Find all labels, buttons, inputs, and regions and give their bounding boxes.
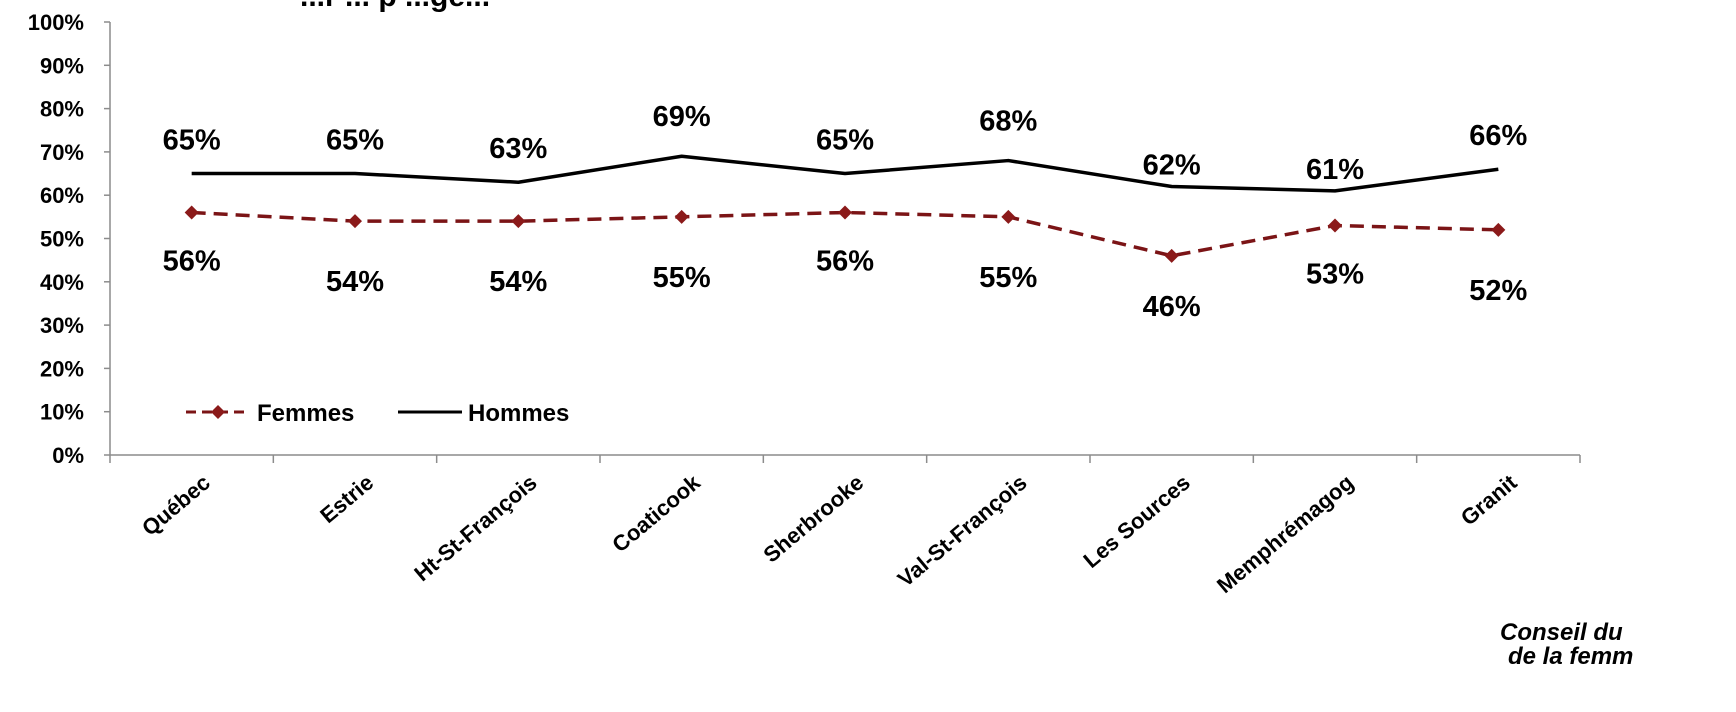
data-label-hommes: 65% — [326, 125, 384, 157]
x-category-label: Coaticook — [607, 469, 705, 557]
source-line-1: Conseil du — [1500, 619, 1623, 646]
source-line-2: de la femm — [1508, 643, 1633, 670]
chart-title: ...r ... p ...ge... — [300, 0, 490, 13]
x-category-label: Val-St-François — [893, 470, 1032, 592]
y-tick-label: 50% — [40, 227, 84, 252]
x-category-label: Granit — [1456, 469, 1522, 530]
data-point-femmes — [1164, 248, 1179, 263]
data-point-femmes — [511, 214, 526, 229]
legend-femmes-marker — [211, 405, 225, 419]
x-category-label: Ht-St-François — [409, 470, 541, 587]
x-category-label: Estrie — [315, 470, 378, 528]
y-axis-ticks: 0% 10% 20% 30% 40% 50% 60% 70% 80% 90% 100% — [28, 10, 110, 468]
data-label-hommes: 66% — [1469, 120, 1527, 152]
y-tick-label: 100% — [28, 10, 84, 35]
data-label-femmes: 56% — [163, 246, 221, 278]
data-label-hommes: 69% — [653, 101, 711, 133]
x-category-label: Memphrémagog — [1212, 470, 1358, 598]
data-label-femmes: 55% — [979, 262, 1037, 294]
data-point-femmes — [1491, 222, 1506, 237]
data-label-femmes: 52% — [1469, 275, 1527, 307]
data-label-femmes: 56% — [816, 246, 874, 278]
legend-femmes-label: Femmes — [257, 400, 354, 427]
x-category-label: Les Sources — [1079, 470, 1195, 573]
legend-hommes-label: Hommes — [468, 400, 569, 427]
y-tick-label: 40% — [40, 270, 84, 295]
data-label-hommes: 63% — [489, 133, 547, 165]
data-label-femmes: 55% — [653, 262, 711, 294]
data-point-femmes — [838, 205, 852, 220]
y-tick-label: 90% — [40, 53, 84, 78]
data-label-hommes: 68% — [979, 106, 1037, 138]
x-axis-categories: Québec Estrie Ht-St-François Coaticook Sherb… — [109, 455, 1581, 598]
data-labels: 56% 54% 54% 55% 56% 55% 46% 53% 52% 65% 65% 63% 69% 6… — [163, 101, 1528, 323]
y-tick-label: 20% — [40, 356, 84, 381]
data-label-hommes: 65% — [816, 125, 874, 157]
data-label-hommes: 62% — [1143, 150, 1201, 182]
data-label-femmes: 54% — [489, 266, 547, 298]
data-point-femmes — [348, 214, 362, 229]
data-label-hommes: 65% — [163, 125, 221, 157]
y-tick-label: 30% — [40, 313, 84, 338]
data-label-femmes: 54% — [326, 266, 384, 298]
y-tick-label: 60% — [40, 183, 84, 208]
data-point-femmes — [1328, 218, 1342, 233]
x-category-label: Québec — [137, 470, 215, 541]
y-tick-label: 70% — [40, 140, 84, 165]
data-point-femmes — [1001, 209, 1016, 224]
y-tick-label: 10% — [40, 400, 84, 425]
axes — [109, 22, 1580, 456]
data-point-femmes — [184, 205, 199, 220]
y-tick-label: 0% — [52, 443, 84, 468]
series-lines — [184, 154, 1506, 263]
data-point-femmes — [674, 209, 689, 224]
data-label-femmes: 46% — [1143, 291, 1201, 323]
data-label-femmes: 53% — [1306, 259, 1364, 291]
data-label-hommes: 61% — [1306, 154, 1364, 186]
legend: Femmes Hommes — [186, 400, 569, 427]
y-tick-label: 80% — [40, 97, 84, 122]
x-category-label: Sherbrooke — [758, 470, 868, 568]
series-line-hommes — [191, 154, 1499, 193]
